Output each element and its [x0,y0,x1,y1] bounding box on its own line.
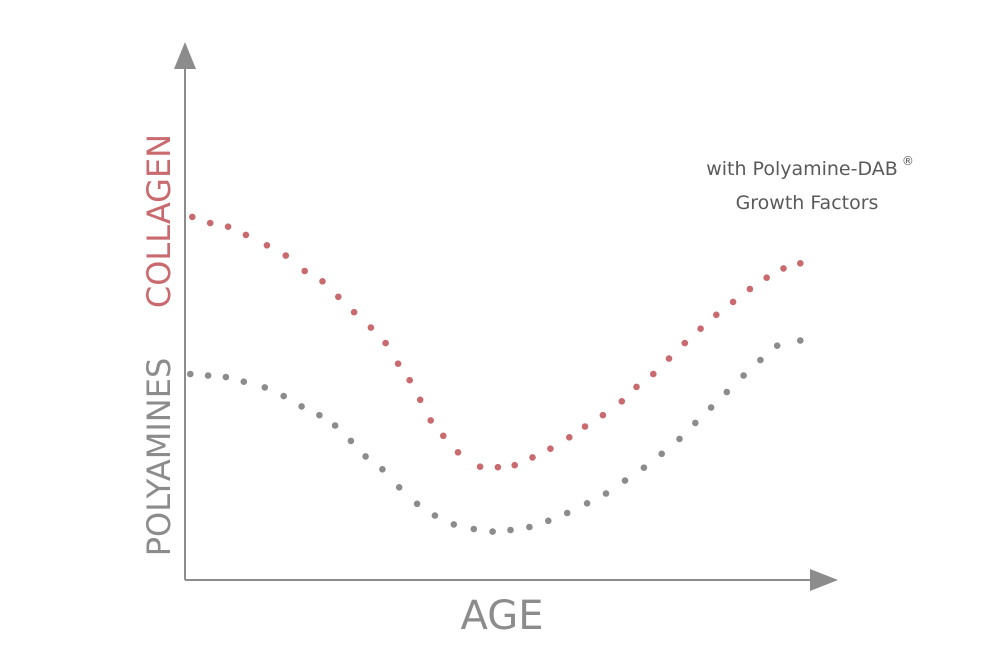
collagen-point-5 [282,252,290,259]
collagen-point-20 [511,461,518,469]
collagen-point-26 [618,398,626,405]
collagen-point-11 [382,339,389,347]
polyamines-point-5 [280,392,288,400]
polyamines-point-14 [431,512,439,519]
collagen-point-34 [746,285,754,293]
x-axis-arrow [810,569,838,591]
collagen-point-9 [350,308,358,316]
series-layer [187,213,804,535]
polyamines-point-4 [261,384,269,391]
collagen-point-10 [367,324,375,331]
polyamines-point-22 [583,500,591,507]
collagen-point-28 [650,370,657,378]
collagen-point-16 [440,432,447,440]
collagen-point-33 [729,298,737,306]
annotation-line-1: with Polyamine-DAB ® [706,154,914,180]
polyamines-point-34 [797,337,804,344]
collagen-point-32 [713,311,720,319]
y-axis-arrow [174,42,196,69]
collagen-point-29 [665,355,673,362]
polyamines-point-3 [240,378,248,386]
polyamines-point-28 [692,419,699,427]
collagen-point-24 [581,423,589,430]
annotation-registered-mark: ® [902,154,914,168]
polyamines-point-0 [187,370,194,378]
polyamines-point-7 [316,411,323,419]
collagen-point-22 [547,445,554,453]
polyamines-point-18 [507,526,514,534]
collagen-point-18 [476,463,484,471]
collagen-point-0 [189,213,196,221]
collagen-point-3 [242,231,250,239]
collagen-point-25 [599,411,607,419]
polyamines-point-19 [526,523,533,531]
annotation-text: with Polyamine-DAB [706,158,898,180]
collagen-point-4 [263,242,271,249]
collagen-point-23 [566,434,573,441]
polyamines-point-25 [640,464,648,472]
polyamines-point-10 [362,453,369,460]
polyamines-point-32 [757,356,764,364]
polyamines-point-12 [395,484,403,491]
collagen-point-13 [406,376,414,384]
polyamines-point-29 [707,404,715,411]
collagen-point-2 [224,223,232,230]
y-axis-title-polyamines: POLYAMINES [140,358,178,557]
polyamines-point-13 [413,500,421,508]
annotation-line-2: Growth Factors [736,192,879,214]
polyamines-point-23 [602,490,610,497]
polyamines-point-2 [222,373,230,381]
collagen-point-35 [763,274,770,282]
polyamines-point-16 [470,525,478,533]
collagen-point-14 [416,396,424,404]
collagen-point-12 [394,360,402,368]
collagen-point-36 [780,265,787,272]
series-polyamines [187,337,804,535]
collagen-point-15 [427,417,435,424]
collagen-point-7 [319,278,326,285]
collagen-point-6 [301,267,309,275]
polyamines-point-17 [489,528,496,535]
polyamines-point-9 [347,437,355,445]
polyamines-point-20 [545,517,552,525]
y-axis-title-collagen: COLLAGEN [140,134,178,308]
collagen-point-1 [206,219,214,227]
series-collagen [189,213,804,471]
polyamines-point-30 [723,388,731,396]
collagen-point-27 [633,383,640,391]
polyamines-point-26 [658,450,665,458]
collagen-point-31 [697,325,704,333]
collagen-point-8 [335,293,342,301]
collagen-point-19 [494,463,502,471]
polyamines-point-1 [204,372,212,379]
polyamines-point-31 [740,372,747,379]
x-axis-title: AGE [461,593,544,639]
collagen-point-21 [529,454,536,461]
polyamines-point-24 [621,477,629,484]
polyamines-point-27 [676,435,683,443]
polyamines-point-6 [298,403,305,410]
polyamines-point-11 [379,466,386,473]
polyamines-point-21 [563,509,571,517]
polyamines-point-8 [331,422,339,429]
polyamines-point-33 [773,342,781,350]
polyamines-point-15 [450,521,458,528]
collagen-point-37 [797,260,804,267]
collagen-point-30 [681,339,689,347]
collagen-point-17 [454,449,462,456]
